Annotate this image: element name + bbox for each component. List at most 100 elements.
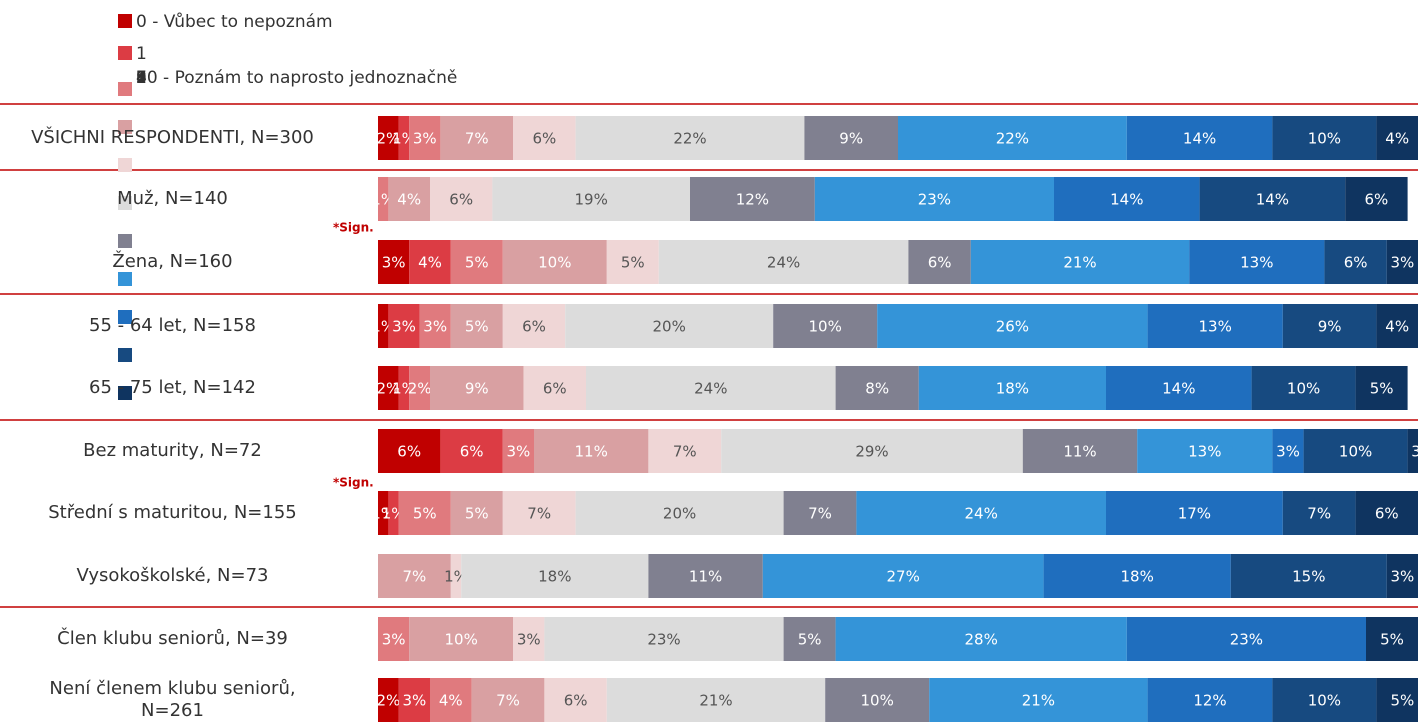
data-label: 3%	[413, 130, 437, 148]
data-label: 12%	[736, 191, 769, 209]
category-label: Vysokoškolské, N=73	[76, 565, 269, 586]
bar-segment	[1126, 116, 1273, 160]
bar-segment	[419, 304, 451, 348]
bar-segment	[378, 304, 389, 348]
data-label: 27%	[887, 568, 920, 586]
data-label: 3%	[423, 318, 447, 336]
bar-segment	[461, 554, 649, 598]
legend-swatch	[118, 196, 132, 210]
data-label: 2%	[377, 130, 401, 148]
annotation: *Sign.	[333, 476, 374, 490]
data-label: 10%	[1308, 130, 1341, 148]
data-label: 23%	[1230, 631, 1263, 649]
data-label: 6%	[1365, 191, 1389, 209]
data-label: 5%	[1370, 380, 1394, 398]
bar-segment	[1282, 491, 1356, 535]
bar-segment	[1189, 240, 1325, 284]
data-label: 20%	[653, 318, 686, 336]
data-label: 5%	[1391, 692, 1415, 710]
bar-segment	[877, 304, 1148, 348]
bar-segment	[513, 116, 576, 160]
data-label: 21%	[1022, 692, 1055, 710]
bar-segment	[929, 678, 1148, 722]
data-label: 7%	[1307, 505, 1331, 523]
bar-segment	[856, 491, 1106, 535]
data-label: 18%	[1121, 568, 1154, 586]
bar-segment	[409, 116, 441, 160]
data-label: 3%	[1391, 254, 1415, 272]
data-label: 7%	[465, 130, 489, 148]
data-label: 3%	[382, 254, 406, 272]
bar-segment	[970, 240, 1190, 284]
bar-segment	[534, 429, 649, 473]
data-label: 2%	[377, 380, 401, 398]
data-label: 14%	[1183, 130, 1216, 148]
bar-segment	[388, 177, 430, 221]
data-label: 2%	[408, 380, 432, 398]
bar-segment	[378, 491, 389, 535]
bar-segment	[1251, 366, 1356, 410]
data-label: 3%	[517, 631, 541, 649]
category-label: Žena, N=160	[112, 251, 233, 272]
bar-segment	[1282, 304, 1377, 348]
bar-segment	[814, 177, 1054, 221]
bar-segment	[450, 240, 503, 284]
data-label: 10%	[1308, 692, 1341, 710]
data-label: 23%	[918, 191, 951, 209]
bar-segment	[430, 366, 524, 410]
bar-segment	[398, 491, 451, 535]
category-label: 65 - 75 let, N=142	[89, 377, 256, 398]
bar-segment	[378, 617, 410, 661]
bar-segment	[1386, 240, 1418, 284]
legend-label: 1	[136, 44, 147, 64]
data-label: 22%	[673, 130, 706, 148]
data-label: 13%	[1199, 318, 1232, 336]
data-label: 4%	[439, 692, 463, 710]
bar-segment	[773, 304, 878, 348]
data-label: 10%	[538, 254, 571, 272]
data-label: 7%	[496, 692, 520, 710]
legend-swatch	[118, 14, 132, 28]
data-label: 5%	[621, 254, 645, 272]
bar-segment	[513, 617, 545, 661]
data-label: 22%	[996, 130, 1029, 148]
bar-segment	[1230, 554, 1387, 598]
data-label: 6%	[449, 191, 473, 209]
data-label: 14%	[1110, 191, 1143, 209]
legend-label: 10 - Poznám to naprosto jednoznačně	[136, 68, 457, 88]
bar-segment	[1272, 429, 1304, 473]
category-label: Muž, N=140	[117, 188, 228, 209]
bar-segment	[804, 116, 898, 160]
legend-label: 3	[136, 68, 147, 88]
bar-segment	[1147, 304, 1283, 348]
bar-segment	[440, 429, 503, 473]
bar-segment	[409, 240, 451, 284]
bar-segment	[430, 678, 472, 722]
data-label: 6%	[533, 130, 557, 148]
bar-segment	[1126, 617, 1366, 661]
bar-segment	[1366, 617, 1418, 661]
category-label: VŠICHNI RESPONDENTI, N=300	[31, 127, 314, 148]
bar-segment	[378, 366, 399, 410]
bar-segment	[721, 429, 1023, 473]
data-label: 7%	[808, 505, 832, 523]
data-label: 7%	[527, 505, 551, 523]
bar-segment	[1106, 491, 1283, 535]
bar-segment	[1303, 429, 1408, 473]
data-label: 26%	[996, 318, 1029, 336]
data-label: 2%	[377, 692, 401, 710]
bar-segment	[1376, 304, 1418, 348]
bar-segment	[1376, 678, 1418, 722]
bar-segment	[918, 366, 1106, 410]
bar-segment	[378, 240, 410, 284]
legend-label: 2	[136, 68, 147, 88]
data-label: 4%	[1385, 318, 1409, 336]
data-label: 24%	[694, 380, 727, 398]
bar-segment	[378, 554, 451, 598]
category-label: Bez maturity, N=72	[83, 440, 262, 461]
bar-segment	[1137, 429, 1273, 473]
legend-label: 7	[136, 68, 147, 88]
bar-segment	[575, 491, 784, 535]
data-label: 9%	[1318, 318, 1342, 336]
bar-segment	[1386, 554, 1418, 598]
